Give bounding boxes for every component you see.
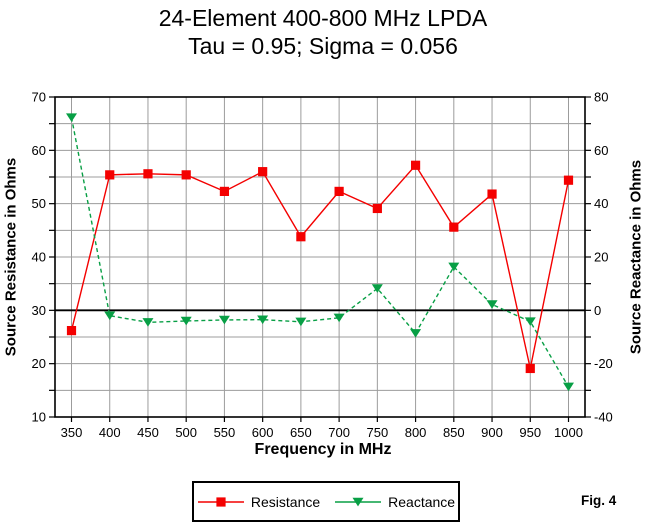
svg-text:900: 900 (481, 425, 503, 440)
legend: Resistance Reactance (192, 481, 460, 522)
svg-text:40: 40 (594, 196, 608, 211)
svg-text:950: 950 (519, 425, 541, 440)
svg-text:-20: -20 (594, 356, 613, 371)
y-right-axis-label: Source Reactance in Ohms (627, 159, 645, 355)
legend-label-resistance: Resistance (250, 493, 321, 510)
svg-text:70: 70 (32, 90, 46, 105)
svg-text:10: 10 (32, 410, 46, 425)
svg-text:60: 60 (594, 143, 608, 158)
chart-title: 24-Element 400-800 MHz LPDA Tau = 0.95; … (0, 4, 646, 60)
svg-text:20: 20 (594, 250, 608, 265)
svg-text:350: 350 (61, 425, 83, 440)
svg-text:550: 550 (214, 425, 236, 440)
svg-text:700: 700 (328, 425, 350, 440)
svg-text:0: 0 (594, 303, 601, 318)
svg-text:80: 80 (594, 90, 608, 105)
svg-text:450: 450 (137, 425, 159, 440)
chart-title-line1: 24-Element 400-800 MHz LPDA (158, 5, 488, 31)
svg-text:30: 30 (32, 303, 46, 318)
svg-text:1000: 1000 (554, 425, 583, 440)
svg-text:50: 50 (32, 196, 46, 211)
svg-text:40: 40 (32, 250, 46, 265)
svg-text:850: 850 (443, 425, 465, 440)
svg-text:20: 20 (32, 356, 46, 371)
svg-text:600: 600 (252, 425, 274, 440)
legend-item-resistance: Resistance (197, 494, 320, 510)
x-axis-label: Frequency in MHz (254, 441, 392, 458)
svg-text:60: 60 (32, 143, 46, 158)
svg-text:750: 750 (366, 425, 388, 440)
legend-label-reactance: Reactance (388, 493, 456, 510)
y-left-axis-label: Source Resistance in Ohms (2, 157, 20, 357)
chart-title-line2: Tau = 0.95; Sigma = 0.056 (188, 33, 458, 59)
resistance-marker-icon (197, 496, 244, 507)
legend-item-reactance: Reactance (334, 494, 455, 510)
svg-text:650: 650 (290, 425, 312, 440)
reactance-marker-icon (335, 497, 382, 506)
svg-text:800: 800 (405, 425, 427, 440)
svg-text:400: 400 (99, 425, 121, 440)
figure-caption: Fig. 4 (581, 493, 617, 508)
svg-text:500: 500 (175, 425, 197, 440)
svg-text:-40: -40 (594, 410, 613, 425)
